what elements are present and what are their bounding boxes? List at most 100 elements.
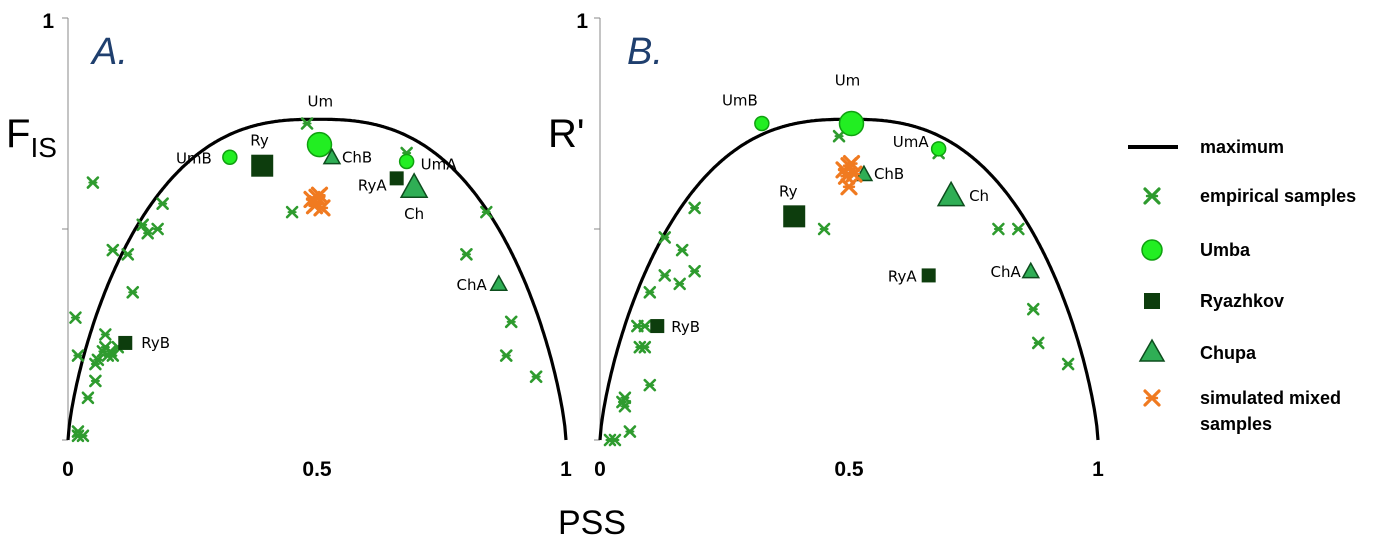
panel-a-empirical-point-22 — [156, 197, 169, 210]
panel-b-ryazhkov-point-Ry-label: Ry — [779, 182, 798, 200]
panel-b-ryazhkov-point-RyB — [650, 319, 665, 334]
panel-a-empirical-point-15 — [69, 311, 82, 324]
panel-b-chupa-point-ChB-label: ChB — [874, 165, 904, 183]
panel-a-ryazhkov-point-RyA-label: RyA — [358, 176, 387, 194]
panel-b-empirical-point-22 — [1012, 222, 1025, 236]
panel-a-empirical-point-20 — [151, 222, 164, 236]
legend-simulated-label-line2: samples — [1200, 414, 1272, 434]
panel-a-empirical-point-18 — [106, 243, 120, 257]
panel-b-empirical-point-8 — [638, 340, 652, 354]
panel-a-empirical-point-23 — [86, 176, 100, 189]
panel-a-empirical-point-21 — [136, 218, 149, 232]
panel-b-empirical-point-24 — [1031, 336, 1045, 350]
legend-simulated-x — [1143, 389, 1161, 407]
panel-a-empirical-point-25 — [300, 117, 314, 130]
panel-b-umba-point-UmB-label: UmB — [722, 92, 758, 110]
panel-b-empirical-point-23 — [1026, 302, 1040, 316]
panel-b-x-tick-0.5: 0.5 — [834, 458, 864, 481]
panel-a-label: A. — [90, 31, 128, 73]
panel-b-empirical-point-19 — [832, 129, 846, 143]
panel-a-chupa-point-ChB-label: ChB — [342, 148, 372, 166]
panel-b-simulated-point-3 — [842, 154, 861, 173]
panel-a-umba-point-UmA-label: UmA — [421, 155, 458, 173]
panel-a-x-tick-0: 0 — [62, 458, 74, 481]
panel-b-empirical-point-18 — [817, 222, 831, 236]
panel-b-chupa-point-ChA — [1021, 261, 1041, 279]
legend-chupa-marker — [1138, 338, 1166, 362]
panel-b-empirical-point-5 — [616, 395, 629, 409]
panel-a-ryazhkov-point-Ry — [251, 154, 274, 177]
panel-a-ryazhkov-point-RyA — [389, 171, 404, 186]
panel-b-ryazhkov-point-RyB-label: RyB — [671, 318, 700, 336]
panel-a-empirical-point-31 — [529, 370, 543, 384]
panel-b-empirical-point-11 — [643, 285, 657, 299]
panel-a-chupa-point-Ch — [399, 172, 429, 198]
legend-simulated-marker — [1143, 389, 1161, 407]
legend-empirical-x — [1143, 187, 1161, 205]
legend-empirical-marker — [1143, 187, 1161, 205]
panel-b-x-tick-0: 0 — [594, 458, 606, 481]
legend-ryazhkov-marker — [1144, 293, 1160, 309]
panel-a-chupa-point-ChB — [322, 147, 342, 165]
panel-b-empirical-point-25 — [1061, 357, 1075, 371]
panel-a-umba-point-Um-label: Um — [307, 93, 333, 111]
panel-a-empirical-point-14 — [99, 328, 112, 341]
panel-a-maximum-curve — [66, 117, 568, 441]
panel-b-x-tick-1: 1 — [1092, 458, 1104, 481]
panel-a-empirical-point-7 — [91, 353, 105, 367]
panel-a-umba-point-UmA — [398, 153, 415, 170]
panel-a-empirical-point-17 — [121, 248, 135, 261]
panel-b-label: B. — [627, 31, 663, 73]
legend-umba-marker — [1141, 239, 1163, 261]
panel-a-x-tick-0.5: 0.5 — [302, 458, 332, 481]
panel-b-umba-point-UmA — [930, 141, 947, 157]
panel-b-empirical-point-1 — [608, 433, 622, 447]
panel-a-empirical-point-30 — [499, 349, 513, 362]
panel-a-chupa-point-ChA-label: ChA — [457, 276, 488, 294]
panel-a-empirical-point-29 — [504, 315, 518, 329]
panel-b-chupa-point-Ch-label: Ch — [969, 187, 989, 205]
panel-b-umba-point-UmA-label: UmA — [893, 133, 930, 151]
x-axis-label: PSS — [558, 504, 626, 542]
panel-b-chupa-point-ChA-label: ChA — [991, 263, 1022, 281]
panel-a-y-axis-label-sub: IS — [30, 132, 56, 163]
panel-b-ryazhkov-point-Ry — [783, 205, 806, 228]
panel-a-chupa-point-ChA — [489, 274, 509, 292]
panel-a-empirical-point-4 — [89, 374, 102, 388]
panel-a-ryazhkov-point-Ry-label: Ry — [250, 132, 269, 150]
panel-a-ryazhkov-point-RyB-label: RyB — [141, 334, 170, 352]
panel-a-y-axis-label-main: F — [6, 112, 30, 156]
legend-chupa-label: Chupa — [1200, 343, 1257, 363]
panel-a-empirical-point-6 — [71, 349, 85, 362]
panel-b-empirical-point-14 — [658, 231, 672, 244]
panel-b: B. R' 1 0 0.5 1 UmB Um UmA Ry RyA RyB ChB Ch ChA — [548, 10, 1104, 481]
panel-a: A. FIS 1 0 0.5 1 UmB Um UmA Ry RyA RyB ChB Ch Ch… — [6, 10, 572, 481]
panel-b-empirical-point-17 — [688, 201, 701, 215]
legend-maximum-label: maximum — [1200, 137, 1284, 157]
panel-a-y-axis-label: FIS — [6, 112, 57, 163]
panel-b-ryazhkov-point-RyA-label: RyA — [888, 267, 917, 285]
panel-b-chupa-point-Ch — [936, 180, 966, 207]
panel-a-empirical-point-19 — [141, 226, 154, 240]
panel-b-chupa-point-ChB — [854, 164, 874, 182]
panel-a-empirical-point-16 — [126, 285, 140, 299]
panel-b-empirical-point-16 — [688, 264, 701, 278]
panel-a-empirical-point-27 — [480, 205, 493, 219]
panel-a-empirical-point-3 — [81, 391, 95, 405]
panel-a-umba-point-UmB — [222, 149, 238, 166]
panel-b-empirical-point-21 — [992, 222, 1005, 236]
panel-a-umba-point-Um — [306, 131, 333, 158]
legend-empirical-label: empirical samples — [1200, 186, 1356, 206]
panel-b-simulated-point-5 — [840, 178, 858, 196]
panel-b-y-axis-label: R' — [548, 112, 585, 156]
panel-b-umba-point-Um — [838, 110, 865, 137]
panel-a-x-tick-1: 1 — [560, 458, 572, 481]
panel-b-empirical-point-10 — [631, 319, 644, 333]
panel-b-empirical-point-2 — [623, 425, 637, 438]
legend-ryazhkov-label: Ryazhkov — [1200, 291, 1284, 311]
legend-simulated-label-line1: simulated mixed — [1200, 388, 1341, 408]
panel-b-empirical-point-12 — [658, 269, 672, 282]
panel-b-umba-point-UmB — [754, 115, 770, 132]
panel-b-umba-point-Um-label: Um — [835, 72, 861, 90]
